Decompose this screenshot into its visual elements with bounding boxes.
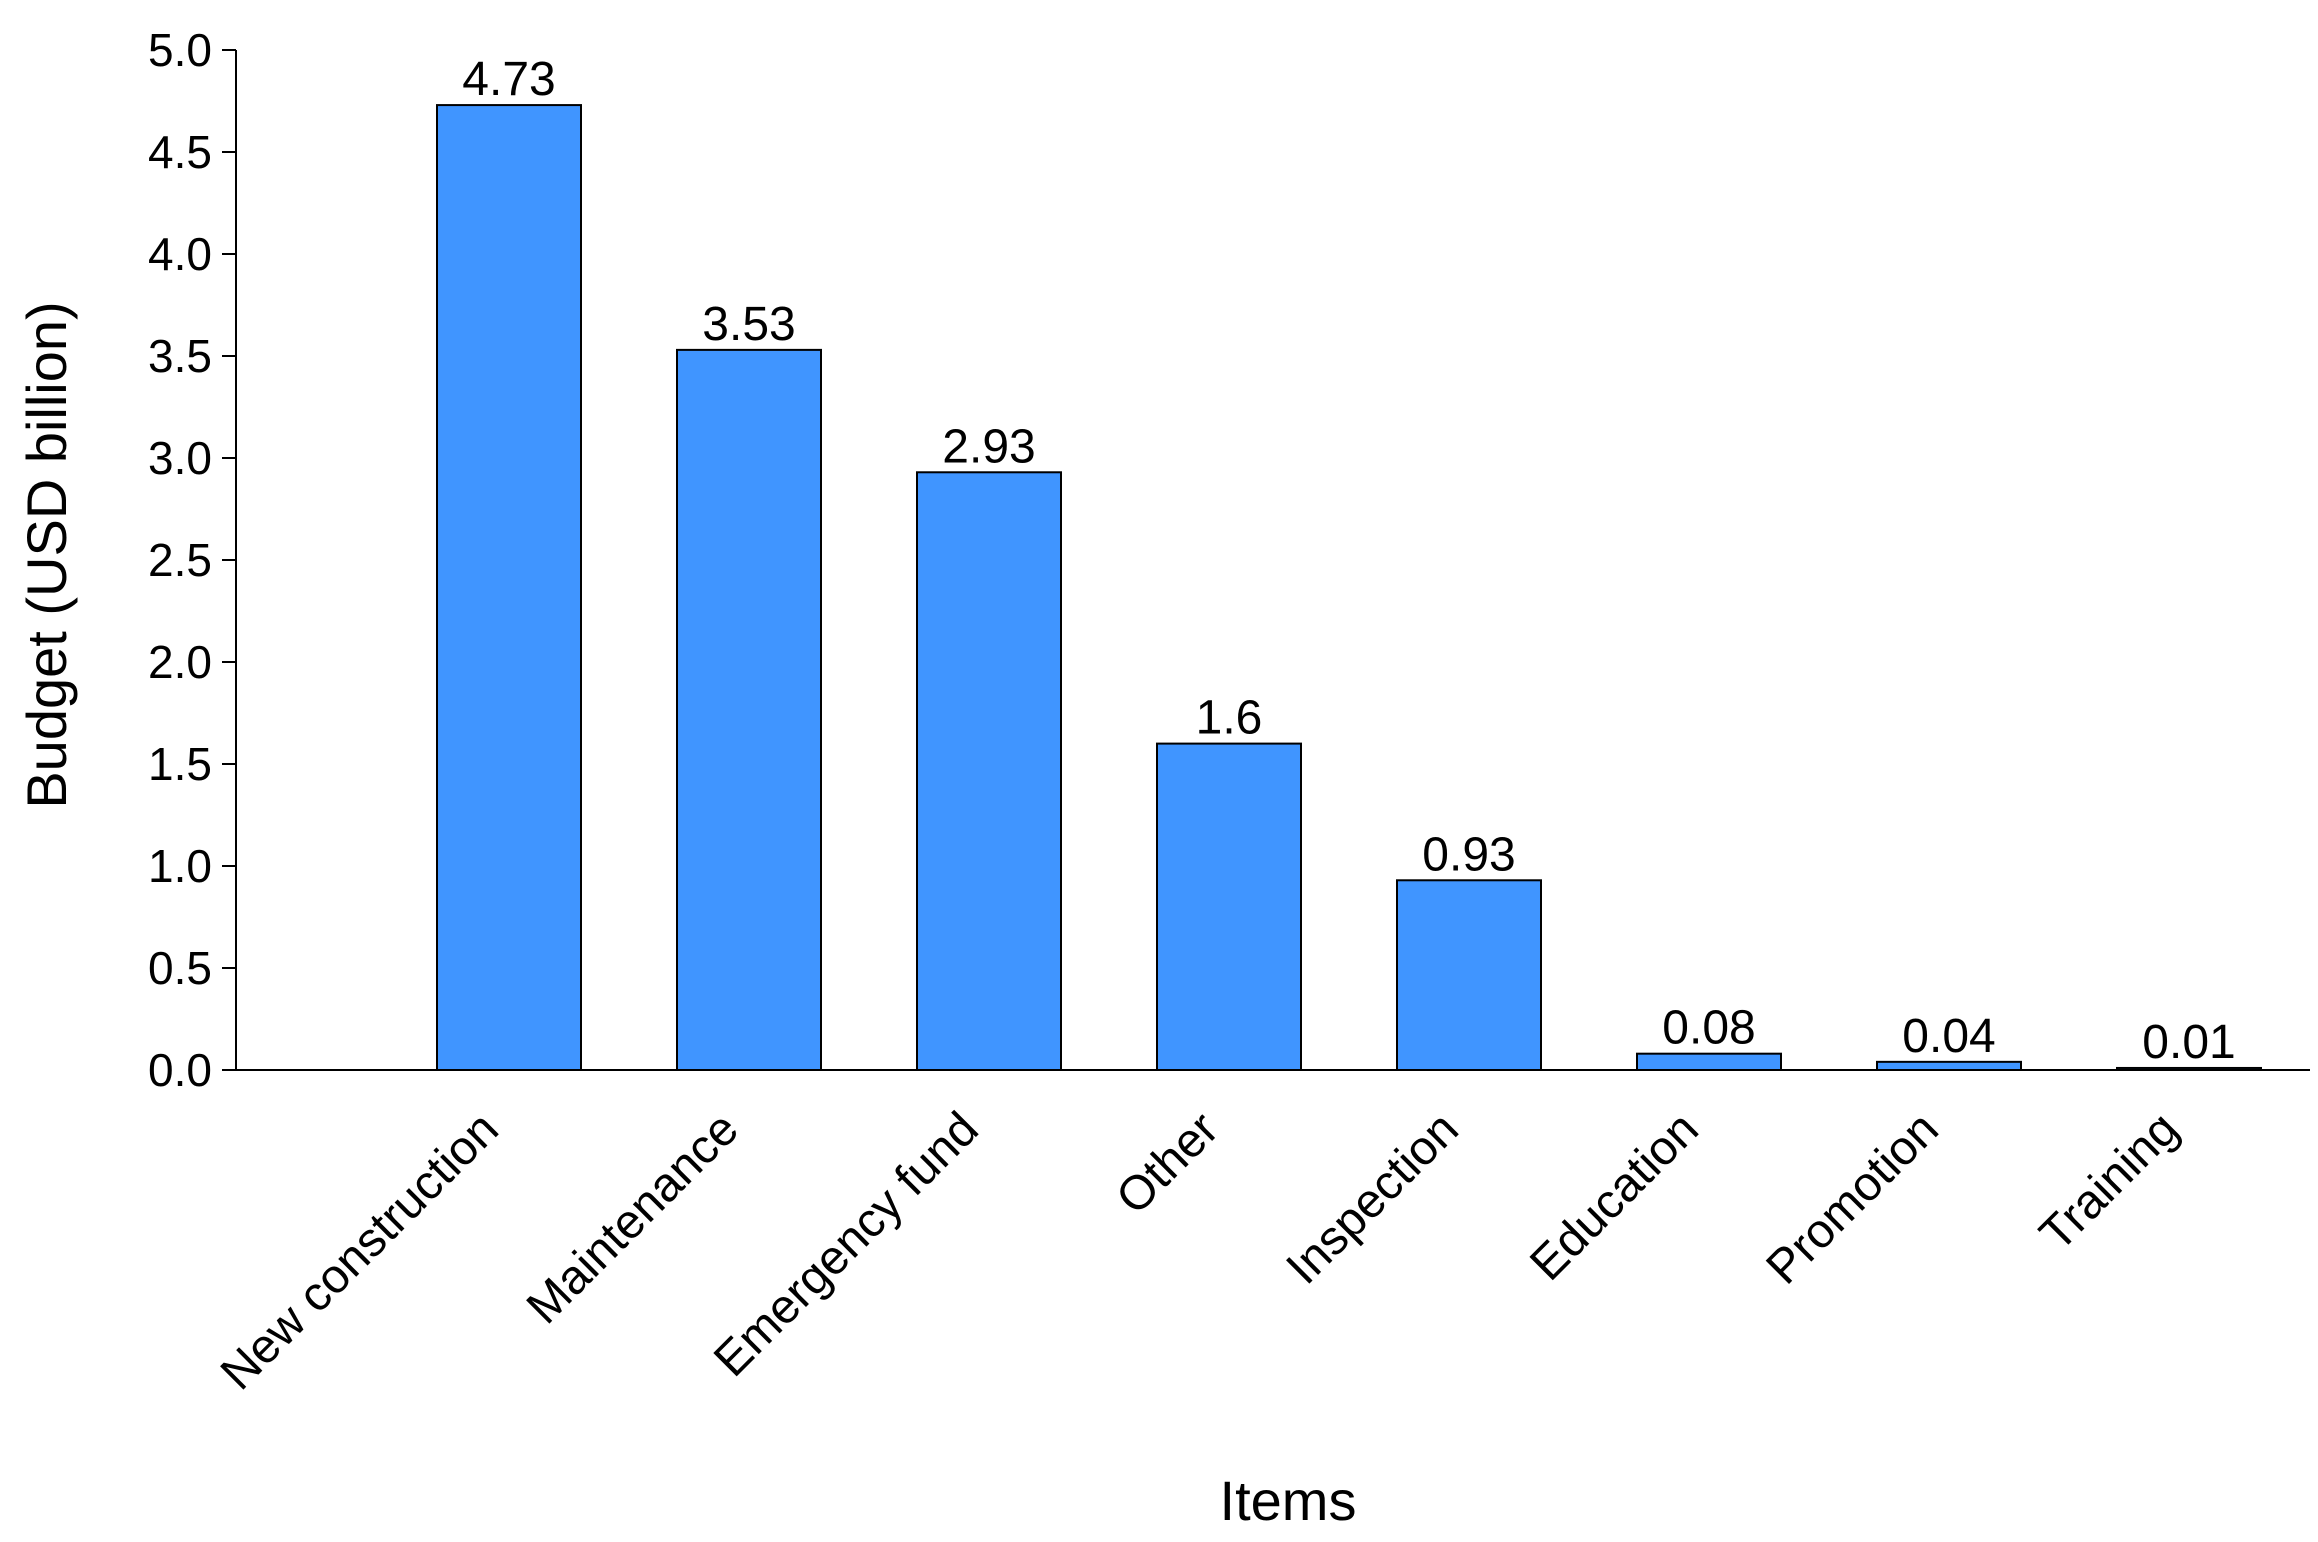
x-category-label: Other: [1106, 1102, 1228, 1224]
bar-value-label: 0.93: [1422, 828, 1515, 881]
y-tick-label: 0.5: [148, 942, 212, 994]
y-tick-label: 1.0: [148, 840, 212, 892]
x-category-label: Inspection: [1277, 1102, 1469, 1294]
bar: [1876, 1060, 2022, 1071]
y-tick-label: 0.0: [148, 1044, 212, 1096]
x-category-label: Emergency fund: [704, 1102, 989, 1387]
x-category-label: Training: [2030, 1102, 2189, 1261]
y-tick-label: 3.5: [148, 330, 212, 382]
x-category-label: New construction: [211, 1102, 509, 1400]
y-axis-title: Budget (USD billion): [15, 301, 78, 808]
y-tick-label: 1.5: [148, 738, 212, 790]
bar: [2116, 1066, 2262, 1071]
y-tick-label: 2.5: [148, 534, 212, 586]
y-tick-label: 2.0: [148, 636, 212, 688]
y-tick-label: 4.5: [148, 126, 212, 178]
bar-value-label: 0.08: [1662, 1002, 1755, 1055]
y-tick-label: 5.0: [148, 24, 212, 76]
data-labels: 4.73 3.53 2.93 1.6 0.93 0.08 0.04 0.01: [462, 53, 2235, 1069]
bar: [1636, 1052, 1782, 1072]
x-axis-title: Items: [1220, 1469, 1357, 1532]
x-category-label: Promotion: [1757, 1102, 1949, 1294]
bar: [1396, 879, 1542, 1072]
bar-value-label: 3.53: [702, 298, 795, 351]
bar-value-label: 0.04: [1902, 1010, 1995, 1063]
bar: [916, 471, 1062, 1071]
bar-value-label: 2.93: [942, 420, 1035, 473]
bar-value-label: 1.6: [1196, 692, 1263, 745]
bar: [436, 104, 582, 1071]
bar: [676, 348, 822, 1071]
bar-value-label: 4.73: [462, 53, 555, 106]
x-category-label: Education: [1520, 1102, 1708, 1290]
bar-value-label: 0.01: [2142, 1016, 2235, 1069]
x-category-label: Maintenance: [517, 1102, 749, 1334]
bars: [436, 104, 2262, 1072]
bar: [1156, 742, 1302, 1071]
y-tick-label: 3.0: [148, 432, 212, 484]
y-tick-label: 4.0: [148, 228, 212, 280]
y-axis: 0.0 0.5 1.0 1.5 2.0 2.5 3.0 3.5 4.0 4.5 5.0: [148, 24, 237, 1096]
